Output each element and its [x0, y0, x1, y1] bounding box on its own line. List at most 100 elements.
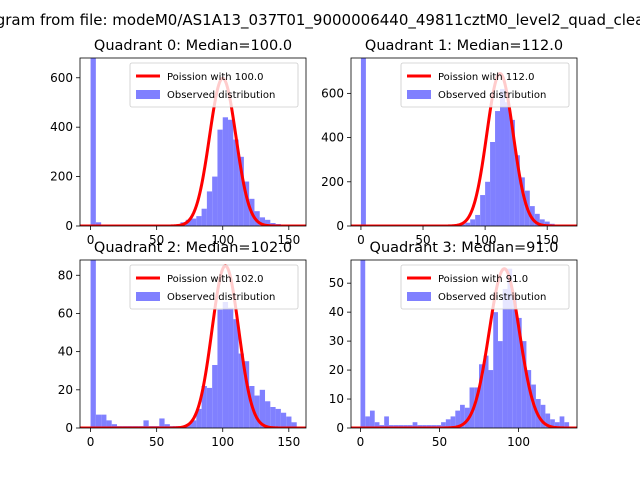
panel-title: Quadrant 2: Median=102.0 [94, 240, 292, 256]
histogram-bar [206, 191, 213, 226]
histogram-bar [412, 422, 418, 428]
histogram-bar [475, 214, 481, 226]
y-tick-label: 600 [50, 71, 73, 85]
histogram-bar [228, 307, 234, 428]
y-tick-label: 40 [58, 345, 73, 359]
poisson-curve [80, 264, 306, 428]
histogram-bar [488, 370, 494, 428]
y-tick-label: 400 [50, 120, 73, 134]
histogram-bar [286, 416, 292, 428]
histogram-bar [384, 416, 389, 428]
histogram-bar [222, 302, 229, 428]
histogram-bar [212, 176, 218, 226]
histogram-bar [564, 422, 570, 428]
histogram-bar [243, 181, 250, 226]
legend-label-poisson: Poission with 91.0 [438, 274, 528, 285]
histogram-bar [441, 422, 446, 428]
y-tick-label: 0 [336, 421, 344, 435]
x-tick-label: 50 [415, 233, 430, 247]
panel-title: Quadrant 1: Median=112.0 [365, 38, 563, 54]
histogram-bar [544, 221, 550, 226]
histogram-bar [206, 387, 213, 428]
histogram-bar [90, 260, 96, 428]
histogram-bar [360, 260, 366, 428]
histogram-bar [360, 58, 366, 226]
legend-label-poisson: Poission with 102.0 [167, 274, 263, 285]
plot-area [80, 260, 306, 428]
histogram-bar [470, 219, 476, 226]
histogram-bar [291, 422, 297, 428]
y-tick-label: 20 [58, 383, 73, 397]
histogram-bar [445, 419, 451, 428]
y-tick-label: 400 [321, 131, 344, 145]
legend-box [400, 264, 570, 310]
histogram-bar [460, 224, 466, 226]
x-tick-label: 0 [357, 435, 365, 449]
histogram-bar [509, 119, 515, 226]
histogram-bar [196, 408, 202, 428]
histogram-bar [483, 355, 489, 428]
legend-label-observed: Observed distribution [438, 292, 546, 303]
legend-bar-swatch [136, 90, 160, 99]
histogram-bar [106, 420, 112, 428]
histogram-bar [238, 353, 244, 428]
y-tick-label: 0 [65, 421, 73, 435]
histogram-bar [540, 404, 546, 428]
histogram-bar [201, 208, 207, 226]
histogram-bar [455, 410, 461, 428]
panel-quadrant-0: 0 50 100 150 0 200 400 600 Quadrant 0: Median=10… [50, 38, 307, 247]
histogram-bar [265, 401, 271, 428]
histogram-bar [514, 155, 520, 226]
histogram-bar [545, 413, 551, 428]
y-tick-label: 200 [50, 170, 73, 184]
panel-quadrant-3: 0 50 100 0 10 20 30 40 50 Quadrant 3: Median=91.0… [329, 240, 578, 449]
legend-label-observed: Observed distribution [167, 90, 275, 101]
histogram-bar [521, 341, 527, 428]
x-tick-label: 0 [87, 435, 95, 449]
histogram-bar [95, 414, 102, 428]
x-tick-label: 100 [211, 435, 234, 449]
histogram-bar [369, 410, 375, 428]
histogram-bar [365, 416, 370, 428]
histogram-bar [275, 408, 281, 428]
x-tick-label: 150 [277, 233, 300, 247]
x-tick-label: 50 [432, 435, 447, 449]
histogram-bar [493, 312, 498, 428]
legend-label-poisson: Poission with 112.0 [438, 72, 534, 83]
histogram-bar [526, 370, 532, 428]
legend-label-poisson: Poission with 100.0 [167, 72, 263, 83]
x-tick-label: 150 [536, 233, 559, 247]
histogram-bar [254, 395, 260, 428]
histogram-bar [507, 268, 513, 428]
histogram-bar [504, 102, 510, 226]
histogram-bar [95, 222, 102, 226]
y-tick-label: 600 [321, 86, 344, 100]
histogram-bar [228, 119, 234, 226]
histogram-bar [259, 389, 266, 428]
histogram-bar [111, 424, 118, 428]
y-tick-label: 80 [58, 268, 73, 282]
x-tick-label: 50 [149, 435, 164, 449]
histogram-bar [143, 420, 149, 428]
histogram-bar [497, 341, 503, 428]
histogram-bar [164, 424, 170, 428]
legend-box [129, 62, 299, 108]
histogram-bar [495, 111, 501, 226]
x-tick-label: 150 [277, 435, 300, 449]
legend: Poission with 91.0 Observed distribution [400, 264, 570, 310]
axes-frame [350, 57, 578, 227]
histogram-bar [191, 218, 197, 226]
poisson-curve [351, 71, 577, 226]
histogram-bar [159, 418, 165, 428]
legend-box [400, 62, 570, 108]
histogram-bar [233, 139, 239, 226]
legend-label-observed: Observed distribution [167, 292, 275, 303]
histogram-bar [201, 386, 207, 428]
y-tick-label: 200 [321, 175, 344, 189]
histogram-bar [485, 181, 491, 226]
histogram-bar [238, 156, 244, 226]
legend-label-observed: Observed distribution [438, 90, 546, 101]
histogram-bar [512, 297, 517, 428]
